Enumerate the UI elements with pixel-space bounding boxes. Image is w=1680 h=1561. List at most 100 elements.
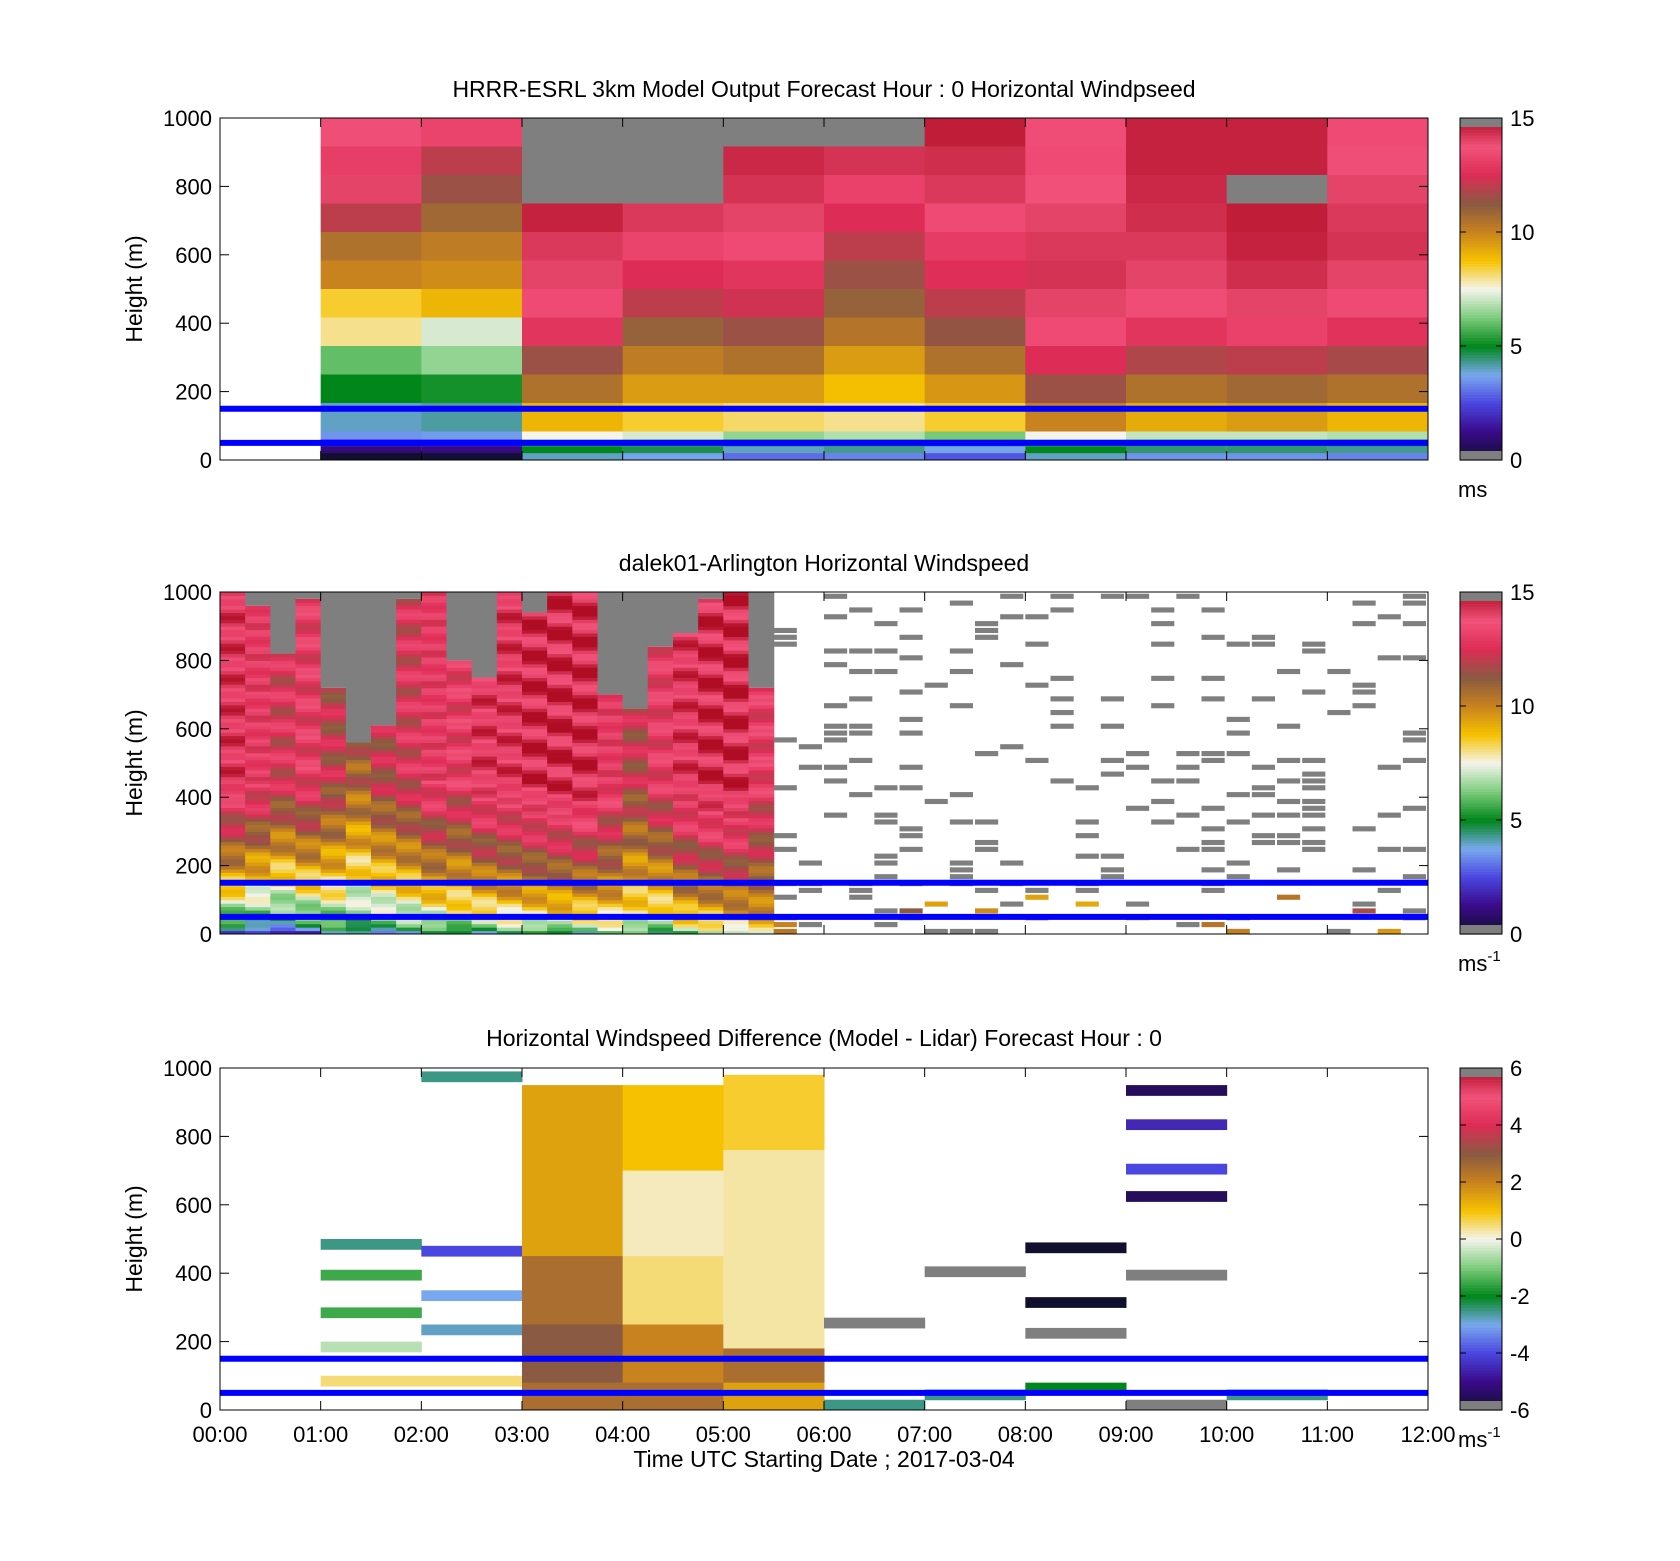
heatmap-cell — [647, 680, 674, 685]
heatmap-cell — [220, 653, 246, 658]
heatmap-cell — [748, 841, 775, 846]
heatmap-cell — [496, 763, 523, 767]
heatmap-cell — [748, 896, 775, 901]
sparse-cell — [1151, 621, 1175, 627]
heatmap-cell — [421, 674, 448, 678]
heatmap-cell — [1025, 317, 1127, 347]
heatmap-cell — [572, 845, 599, 849]
heatmap-cell — [522, 175, 624, 204]
colorbar-segment — [1460, 377, 1502, 381]
heatmap-cell — [320, 776, 347, 781]
sparse-cell — [824, 593, 848, 599]
heatmap-cell — [522, 708, 548, 713]
sparse-cell — [849, 723, 873, 729]
heatmap-cell — [496, 845, 523, 849]
colorbar-segment — [1460, 408, 1502, 413]
sparse-cell — [1277, 757, 1301, 763]
sparse-cell — [1377, 764, 1401, 770]
heatmap-cell — [421, 735, 448, 740]
heatmap-cell — [295, 869, 322, 873]
heatmap-cell — [547, 800, 573, 805]
heatmap-cell — [320, 821, 347, 826]
colorbar-segment — [1460, 380, 1502, 384]
heatmap-cell — [647, 862, 674, 867]
colorbar-segment — [1460, 1287, 1502, 1291]
heatmap-cell — [245, 807, 271, 812]
heatmap-cell — [295, 636, 322, 641]
heatmap-cell — [220, 592, 246, 596]
heatmap-cell — [698, 660, 724, 665]
heatmap-cell — [647, 701, 674, 706]
colorbar-segment — [1460, 346, 1502, 350]
heatmap-cell — [396, 786, 422, 791]
heatmap-cell — [748, 725, 775, 730]
heatmap-cell — [622, 855, 649, 860]
heatmap-cell — [371, 827, 397, 832]
heatmap-cell — [320, 827, 347, 832]
heatmap-cell — [673, 906, 699, 911]
colorbar-segment — [1460, 251, 1502, 256]
colorbar-segment — [1460, 1398, 1502, 1403]
colorbar-segment — [1460, 249, 1502, 253]
heatmap-cell — [673, 667, 699, 672]
sparse-cell — [1251, 812, 1275, 818]
heatmap-cell — [371, 855, 397, 860]
heatmap-cell — [522, 769, 548, 774]
heatmap-cell — [295, 711, 322, 716]
heatmap-cell — [723, 766, 750, 771]
heatmap-cell — [673, 821, 699, 826]
heatmap-cell — [396, 869, 422, 873]
colorbar-segment — [1460, 1150, 1502, 1155]
heatmap-cell — [320, 848, 347, 853]
heatmap-cell — [647, 923, 674, 928]
heatmap-cell — [547, 793, 573, 798]
heatmap-cell — [320, 715, 347, 720]
heatmap-cell — [647, 896, 674, 901]
heatmap-cell — [597, 793, 624, 798]
heatmap-cell — [572, 793, 599, 798]
heatmap-cell — [421, 776, 448, 781]
heatmap-cell — [824, 446, 926, 454]
heatmap-cell — [522, 910, 548, 914]
heatmap-cell — [446, 821, 473, 826]
colorbar-segment — [1460, 614, 1502, 619]
heatmap-cell — [245, 858, 271, 863]
heatmap-cell — [522, 886, 548, 891]
sparse-cell — [899, 908, 923, 914]
heatmap-cell — [245, 923, 271, 928]
heatmap-cell — [572, 674, 599, 678]
heatmap-cell — [295, 903, 322, 908]
heatmap-cell — [446, 862, 473, 867]
heatmap-cell — [245, 841, 271, 846]
colorbar-tick-label: 10 — [1510, 694, 1534, 719]
colorbar-segment — [1460, 445, 1502, 450]
heatmap-cell — [345, 800, 372, 805]
heatmap-cell — [673, 732, 699, 737]
heatmap-cell — [471, 684, 498, 689]
heatmap-cell — [496, 889, 523, 894]
heatmap-cell — [496, 701, 523, 706]
heatmap-cell — [522, 118, 624, 147]
heatmap-cell — [673, 783, 699, 788]
heatmap-cell — [673, 886, 699, 891]
heatmap-cell — [320, 711, 347, 716]
heatmap-cell — [270, 711, 297, 716]
colorbar-segment — [1460, 688, 1502, 693]
heatmap-cell — [572, 698, 599, 702]
heatmap-cell — [446, 865, 473, 870]
colorbar-segment — [1460, 289, 1502, 293]
sparse-cell — [874, 785, 898, 791]
heatmap-cell — [622, 769, 649, 774]
colorbar-segment — [1460, 877, 1502, 881]
sparse-cell — [1251, 839, 1275, 846]
colorbar-segment — [1460, 149, 1502, 153]
heatmap-cell — [421, 845, 448, 849]
heatmap-cell — [446, 739, 473, 743]
colorbar-segment — [1460, 1241, 1502, 1246]
colorbar-segment — [1460, 1082, 1502, 1086]
heatmap-cell — [647, 656, 674, 661]
colorbar-segment — [1460, 1364, 1502, 1368]
heatmap-cell — [270, 821, 297, 826]
colorbar-tick-label: 4 — [1510, 1113, 1522, 1138]
heatmap-cell — [597, 718, 624, 723]
